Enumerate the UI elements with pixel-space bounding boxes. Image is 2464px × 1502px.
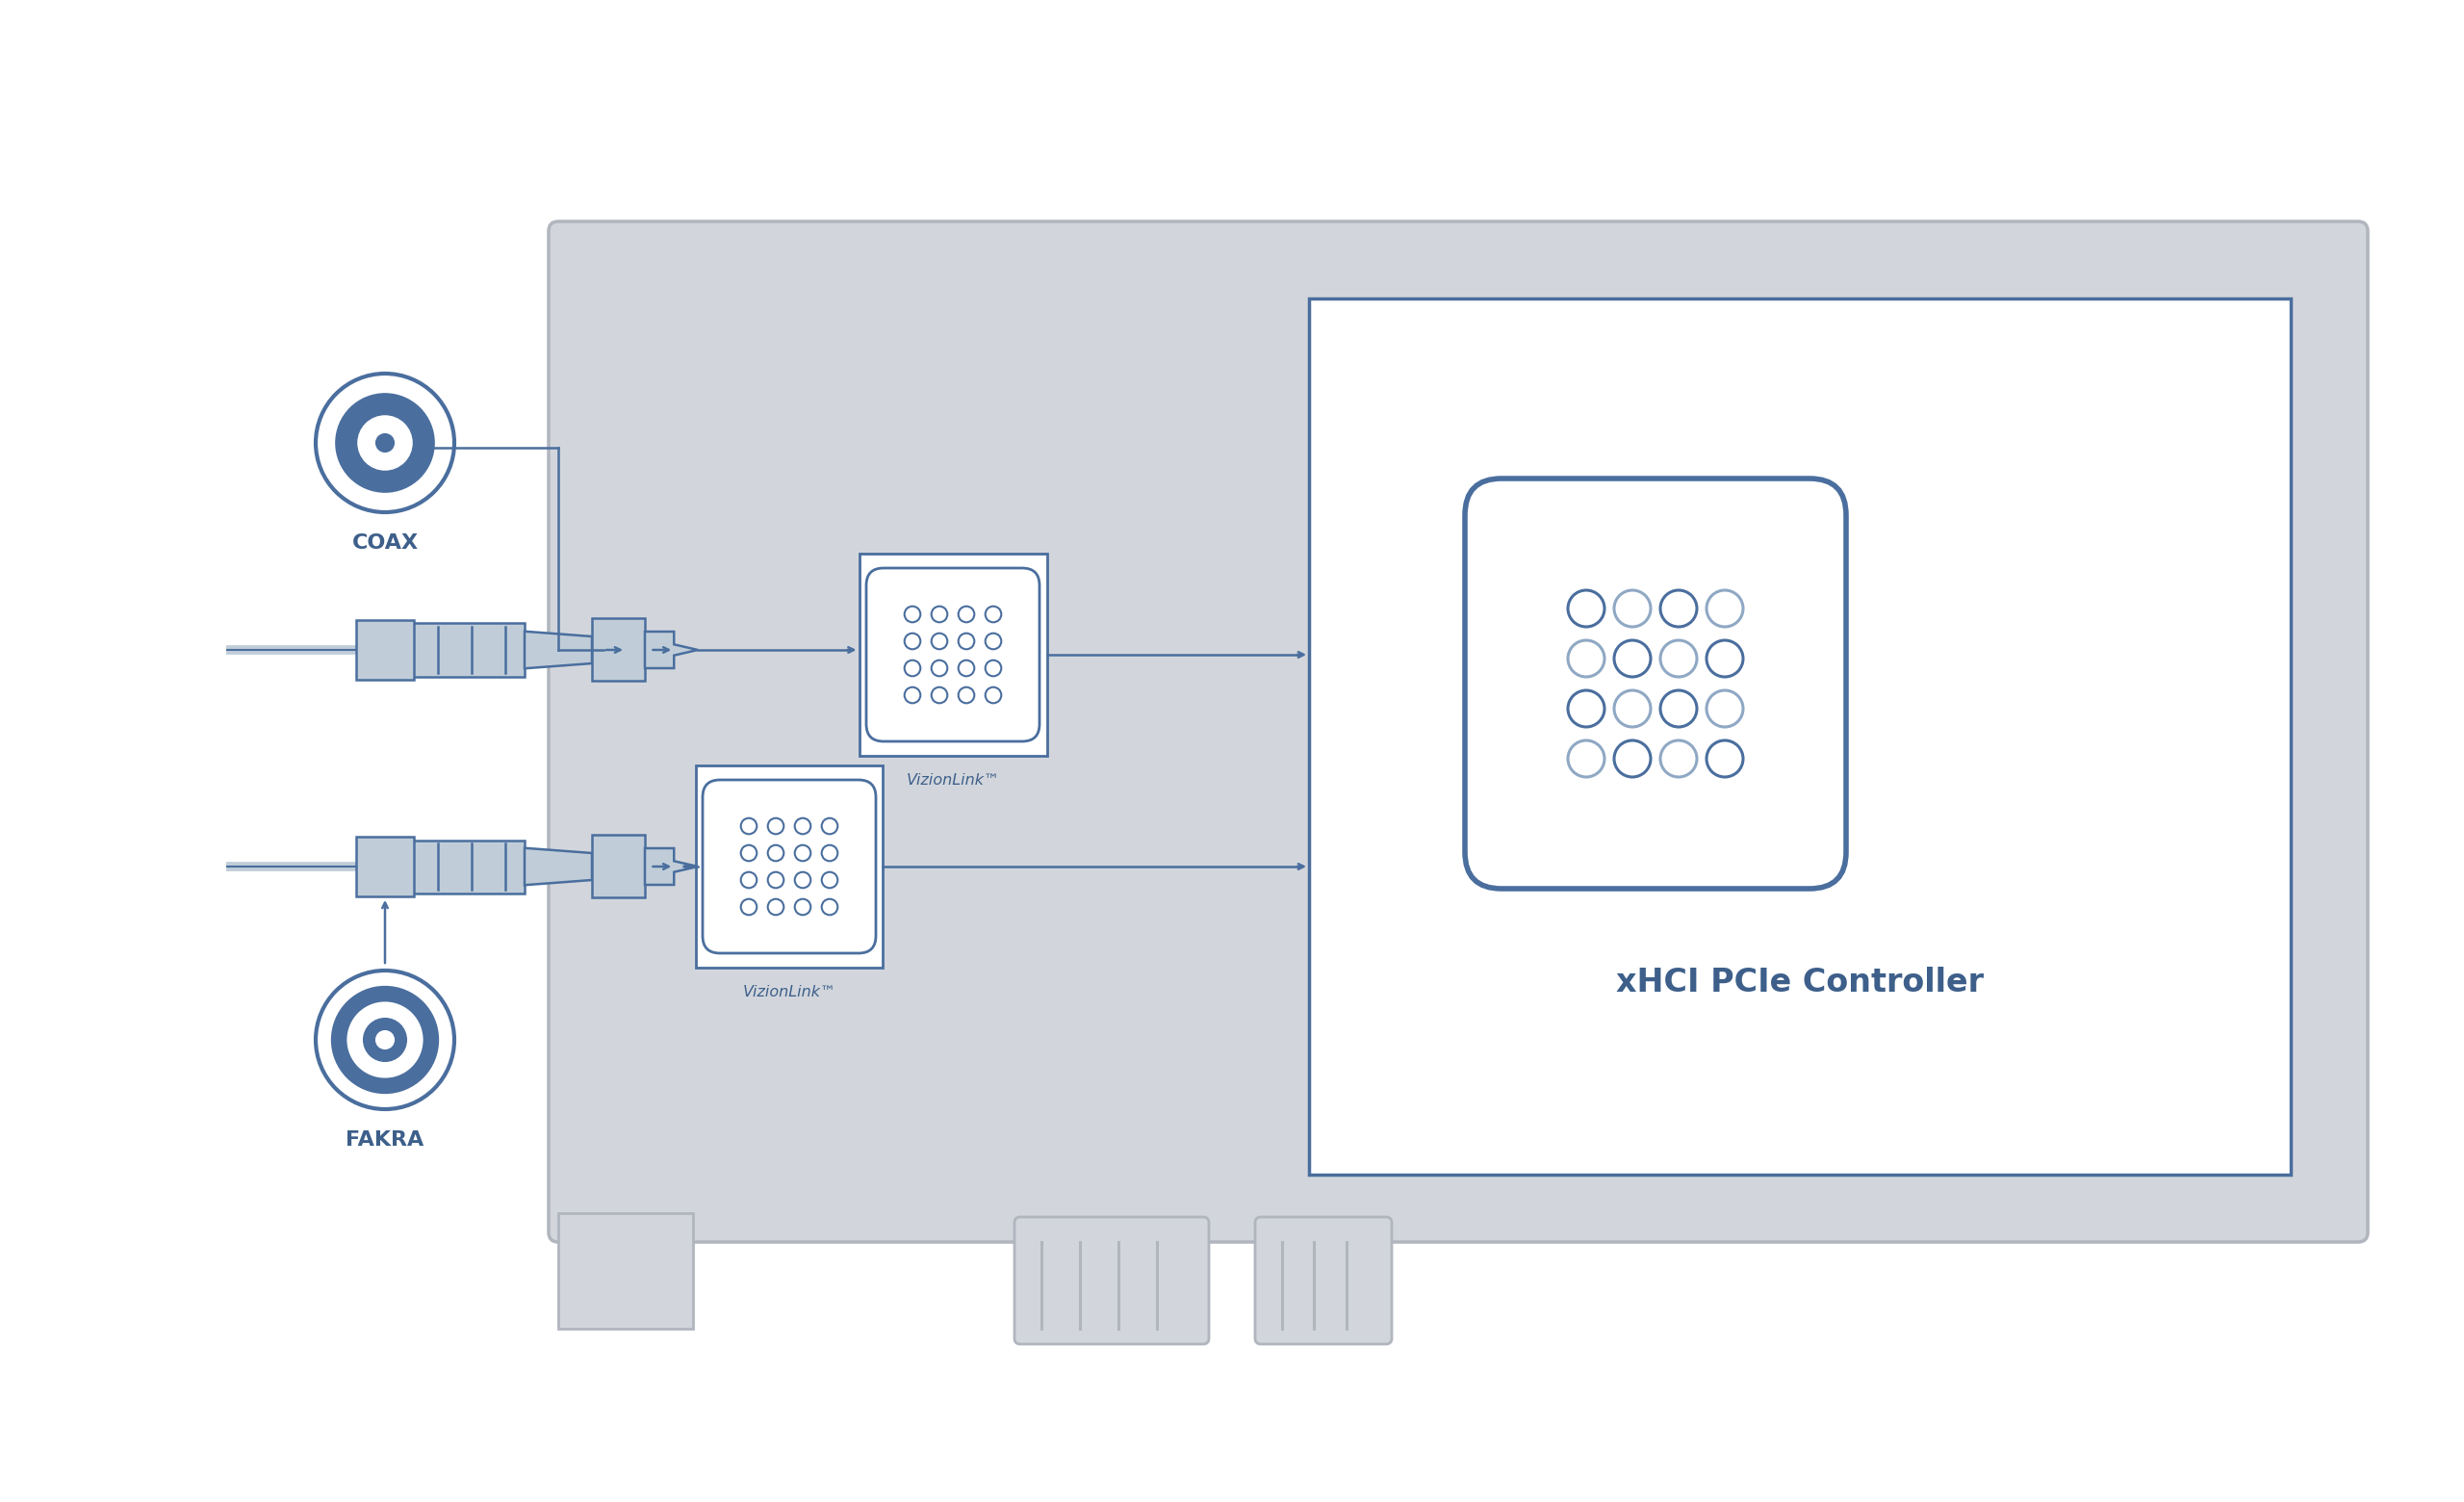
Circle shape xyxy=(986,686,1000,703)
FancyBboxPatch shape xyxy=(591,835,646,898)
FancyBboxPatch shape xyxy=(357,837,414,897)
FancyBboxPatch shape xyxy=(1015,1217,1210,1344)
Circle shape xyxy=(931,686,946,703)
Text: COAX: COAX xyxy=(352,533,419,553)
Circle shape xyxy=(1661,640,1698,677)
Circle shape xyxy=(1708,590,1742,626)
Circle shape xyxy=(931,634,946,649)
FancyBboxPatch shape xyxy=(591,619,646,682)
Circle shape xyxy=(1567,691,1604,727)
Circle shape xyxy=(931,607,946,622)
FancyBboxPatch shape xyxy=(549,221,2368,1242)
Polygon shape xyxy=(646,849,697,885)
FancyBboxPatch shape xyxy=(409,840,525,894)
Circle shape xyxy=(377,434,394,452)
Circle shape xyxy=(742,819,756,834)
Polygon shape xyxy=(646,632,697,668)
Text: FAKRA: FAKRA xyxy=(345,1131,424,1149)
Circle shape xyxy=(796,873,811,888)
Circle shape xyxy=(904,607,922,622)
Circle shape xyxy=(1661,691,1698,727)
Circle shape xyxy=(769,819,784,834)
Circle shape xyxy=(1567,640,1604,677)
Circle shape xyxy=(796,846,811,861)
Circle shape xyxy=(769,873,784,888)
Circle shape xyxy=(335,394,434,493)
Circle shape xyxy=(958,634,973,649)
Circle shape xyxy=(315,970,453,1108)
Circle shape xyxy=(904,634,922,649)
Circle shape xyxy=(958,607,973,622)
FancyBboxPatch shape xyxy=(1308,299,2292,1175)
Circle shape xyxy=(1708,740,1742,777)
Text: VizionLink™: VizionLink™ xyxy=(742,985,835,999)
Circle shape xyxy=(986,607,1000,622)
Circle shape xyxy=(1614,691,1651,727)
Circle shape xyxy=(315,374,453,512)
Circle shape xyxy=(958,686,973,703)
Circle shape xyxy=(742,900,756,915)
Circle shape xyxy=(1661,740,1698,777)
Circle shape xyxy=(742,873,756,888)
FancyBboxPatch shape xyxy=(860,554,1047,756)
Circle shape xyxy=(931,661,946,676)
Circle shape xyxy=(1614,740,1651,777)
Polygon shape xyxy=(525,849,591,885)
Circle shape xyxy=(821,873,838,888)
Circle shape xyxy=(904,686,922,703)
Circle shape xyxy=(1614,640,1651,677)
FancyBboxPatch shape xyxy=(867,568,1040,742)
Circle shape xyxy=(796,900,811,915)
Circle shape xyxy=(377,1030,394,1048)
Circle shape xyxy=(821,846,838,861)
Circle shape xyxy=(1567,740,1604,777)
Circle shape xyxy=(1567,590,1604,626)
FancyBboxPatch shape xyxy=(702,780,875,954)
Circle shape xyxy=(796,819,811,834)
Circle shape xyxy=(821,819,838,834)
Circle shape xyxy=(1708,691,1742,727)
Circle shape xyxy=(1708,640,1742,677)
Circle shape xyxy=(1614,590,1651,626)
FancyBboxPatch shape xyxy=(1466,479,1846,889)
FancyBboxPatch shape xyxy=(409,623,525,676)
Circle shape xyxy=(769,846,784,861)
Polygon shape xyxy=(525,631,591,668)
FancyBboxPatch shape xyxy=(695,766,882,967)
Circle shape xyxy=(1661,590,1698,626)
Circle shape xyxy=(986,634,1000,649)
Circle shape xyxy=(742,846,756,861)
Circle shape xyxy=(904,661,922,676)
Circle shape xyxy=(362,1018,407,1062)
Text: VizionLink™: VizionLink™ xyxy=(907,774,1000,787)
Circle shape xyxy=(769,900,784,915)
Circle shape xyxy=(330,985,439,1093)
Circle shape xyxy=(958,661,973,676)
Circle shape xyxy=(360,416,411,469)
FancyBboxPatch shape xyxy=(559,1214,692,1329)
FancyBboxPatch shape xyxy=(1254,1217,1392,1344)
FancyBboxPatch shape xyxy=(357,620,414,680)
Circle shape xyxy=(347,1002,424,1078)
Circle shape xyxy=(986,661,1000,676)
Text: xHCI PCIe Controller: xHCI PCIe Controller xyxy=(1616,966,1984,997)
Circle shape xyxy=(821,900,838,915)
